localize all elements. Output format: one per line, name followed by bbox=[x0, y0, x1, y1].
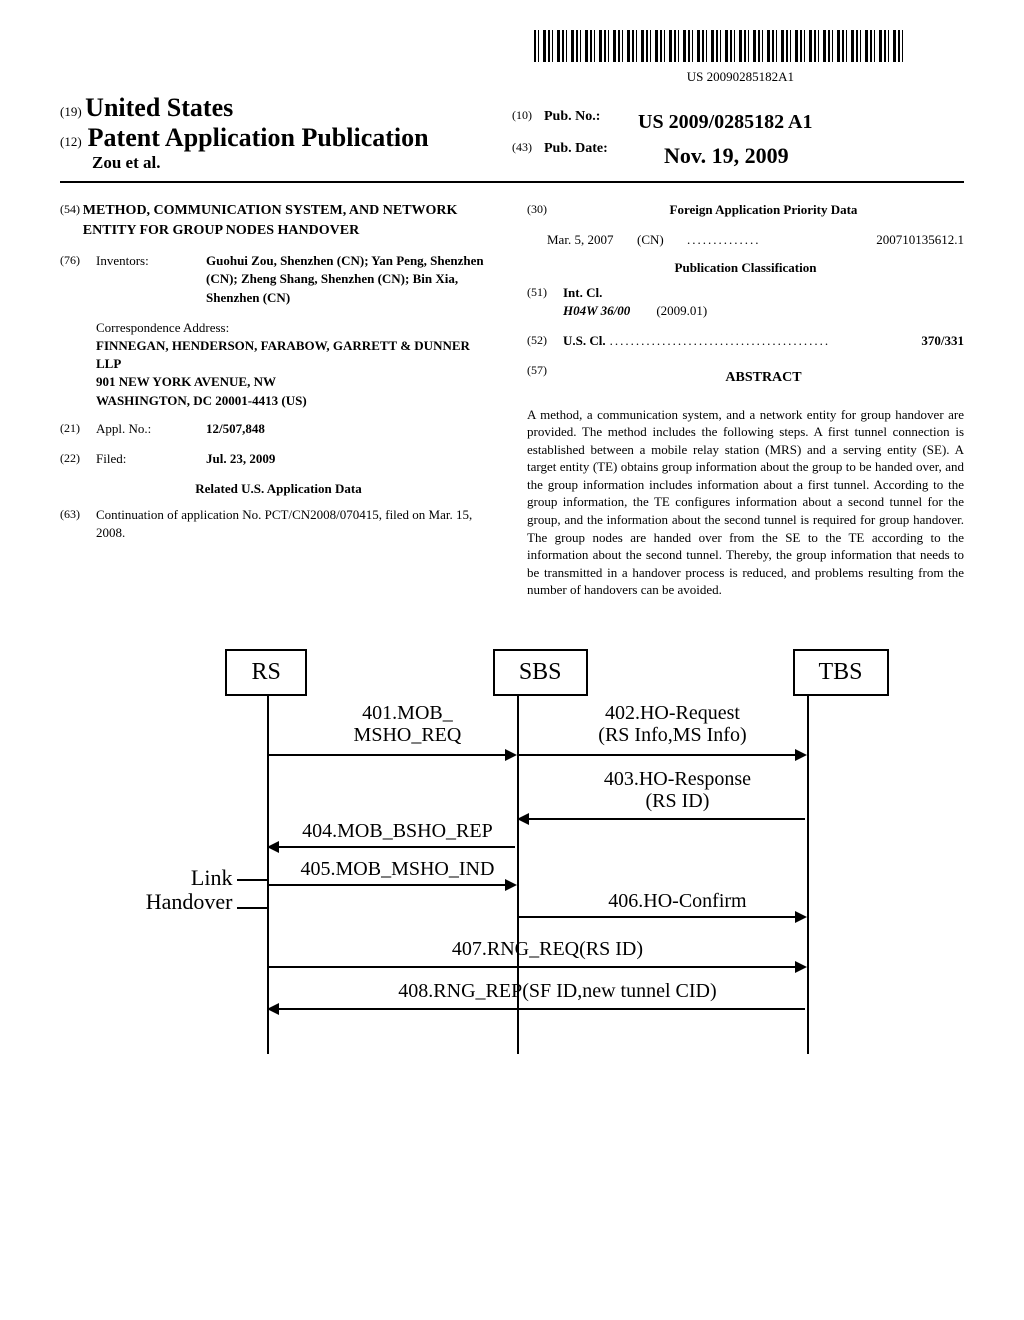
link-handover-label: LinkHandover bbox=[142, 866, 232, 914]
correspondence: Correspondence Address: FINNEGAN, HENDER… bbox=[96, 319, 497, 410]
correspondence-line-0: FINNEGAN, HENDERSON, FARABOW, GARRETT & … bbox=[96, 338, 470, 353]
code-10: (10) bbox=[512, 106, 544, 138]
arrow-402 bbox=[519, 754, 805, 756]
arrow-405 bbox=[269, 884, 515, 886]
msg-405: 405.MOB_MSHO_IND bbox=[277, 858, 517, 880]
arrow-408 bbox=[269, 1008, 805, 1010]
abstract-text: A method, a communication system, and a … bbox=[527, 406, 964, 599]
uscl: 370/331 bbox=[921, 332, 964, 350]
right-column: (30) Foreign Application Priority Data M… bbox=[527, 201, 964, 599]
code-22: (22) bbox=[60, 450, 96, 468]
pubno-label: Pub. No.: bbox=[544, 106, 634, 138]
dots: .............. bbox=[687, 231, 761, 249]
correspondence-line-1: LLP bbox=[96, 356, 121, 371]
classification-heading: Publication Classification bbox=[675, 260, 817, 275]
msg-402: 402.HO-Request(RS Info,MS Info) bbox=[557, 702, 787, 746]
code-54: (54) bbox=[60, 201, 83, 240]
link-bracket bbox=[237, 879, 267, 909]
applno-value: 12/507,848 bbox=[206, 421, 265, 436]
msg-401: 401.MOB_MSHO_REQ bbox=[317, 702, 497, 746]
dots-2: ........................................… bbox=[610, 332, 918, 350]
biblio-columns: (54) METHOD, COMMUNICATION SYSTEM, AND N… bbox=[60, 201, 964, 599]
correspondence-line-3: WASHINGTON, DC 20001-4413 (US) bbox=[96, 393, 307, 408]
foreign-country: (CN) bbox=[637, 231, 687, 249]
msg-406: 406.HO-Confirm bbox=[567, 890, 787, 912]
code-76: (76) bbox=[60, 252, 96, 307]
pubno: US 2009/0285182 A1 bbox=[638, 106, 812, 138]
code-19: (19) bbox=[60, 104, 82, 119]
code-43: (43) bbox=[512, 138, 544, 173]
correspondence-label: Correspondence Address: bbox=[96, 319, 497, 337]
foreign-number: 200710135612.1 bbox=[876, 231, 964, 249]
related-text: Continuation of application No. PCT/CN20… bbox=[96, 506, 497, 542]
filed-label: Filed: bbox=[96, 450, 206, 468]
inventors-names: Guohui Zou, Shenzhen (CN); Yan Peng, She… bbox=[206, 252, 497, 307]
diagram-box-tbs: TBS bbox=[793, 649, 889, 696]
correspondence-line-2: 901 NEW YORK AVENUE, NW bbox=[96, 374, 276, 389]
intcl-year: (2009.01) bbox=[656, 303, 707, 318]
arrow-406 bbox=[519, 916, 805, 918]
abstract-heading: ABSTRACT bbox=[563, 368, 964, 388]
foreign-date: Mar. 5, 2007 bbox=[547, 231, 637, 249]
code-12: (12) bbox=[60, 134, 82, 150]
related-heading: Related U.S. Application Data bbox=[60, 480, 497, 498]
invention-title: METHOD, COMMUNICATION SYSTEM, AND NETWOR… bbox=[83, 201, 497, 240]
code-21: (21) bbox=[60, 420, 96, 438]
applno-label: Appl. No.: bbox=[96, 420, 206, 438]
barcode-text: US 20090285182A1 bbox=[60, 69, 794, 85]
arrow-407 bbox=[269, 966, 805, 968]
sequence-diagram: RS SBS TBS LinkHandover 401.MOB_MSHO_REQ… bbox=[60, 649, 964, 1054]
left-column: (54) METHOD, COMMUNICATION SYSTEM, AND N… bbox=[60, 201, 497, 599]
intcl: H04W 36/00 bbox=[563, 303, 630, 318]
lifeline-tbs bbox=[807, 694, 809, 1054]
intcl-label: Int. Cl. bbox=[563, 285, 602, 300]
code-57: (57) bbox=[527, 362, 563, 394]
code-30: (30) bbox=[527, 201, 563, 219]
foreign-priority-row: Mar. 5, 2007 (CN) .............. 2007101… bbox=[547, 231, 964, 249]
header: (19) United States (12) Patent Applicati… bbox=[60, 93, 964, 183]
lifeline-rs bbox=[267, 694, 269, 1054]
msg-403: 403.HO-Response(RS ID) bbox=[567, 768, 787, 812]
msg-404: 404.MOB_BSHO_REP bbox=[277, 820, 517, 842]
diagram-box-rs: RS bbox=[225, 649, 306, 696]
foreign-heading: Foreign Application Priority Data bbox=[670, 202, 858, 217]
filed-value: Jul. 23, 2009 bbox=[206, 451, 275, 466]
msg-408: 408.RNG_REP(SF ID,new tunnel CID) bbox=[337, 980, 777, 1002]
code-52: (52) bbox=[527, 332, 563, 350]
seq-lanes: LinkHandover 401.MOB_MSHO_REQ 402.HO-Req… bbox=[257, 694, 887, 1054]
author-line: Zou et al. bbox=[92, 153, 512, 173]
inventors-label: Inventors: bbox=[96, 252, 206, 307]
diagram-box-sbs: SBS bbox=[493, 649, 588, 696]
msg-407: 407.RNG_REQ(RS ID) bbox=[397, 938, 697, 960]
barcode-region: US 20090285182A1 bbox=[60, 30, 964, 85]
pubdate: Nov. 19, 2009 bbox=[664, 138, 789, 173]
uscl-label: U.S. Cl. bbox=[563, 332, 606, 350]
arrow-401 bbox=[269, 754, 515, 756]
arrow-403 bbox=[519, 818, 805, 820]
code-51: (51) bbox=[527, 284, 563, 320]
code-63: (63) bbox=[60, 506, 96, 542]
country: United States bbox=[85, 93, 233, 122]
publication-title: Patent Application Publication bbox=[88, 123, 429, 153]
barcode bbox=[534, 30, 904, 62]
arrow-404 bbox=[269, 846, 515, 848]
inventors-text: Guohui Zou, Shenzhen (CN); Yan Peng, She… bbox=[206, 253, 484, 304]
pubdate-label: Pub. Date: bbox=[544, 138, 634, 173]
